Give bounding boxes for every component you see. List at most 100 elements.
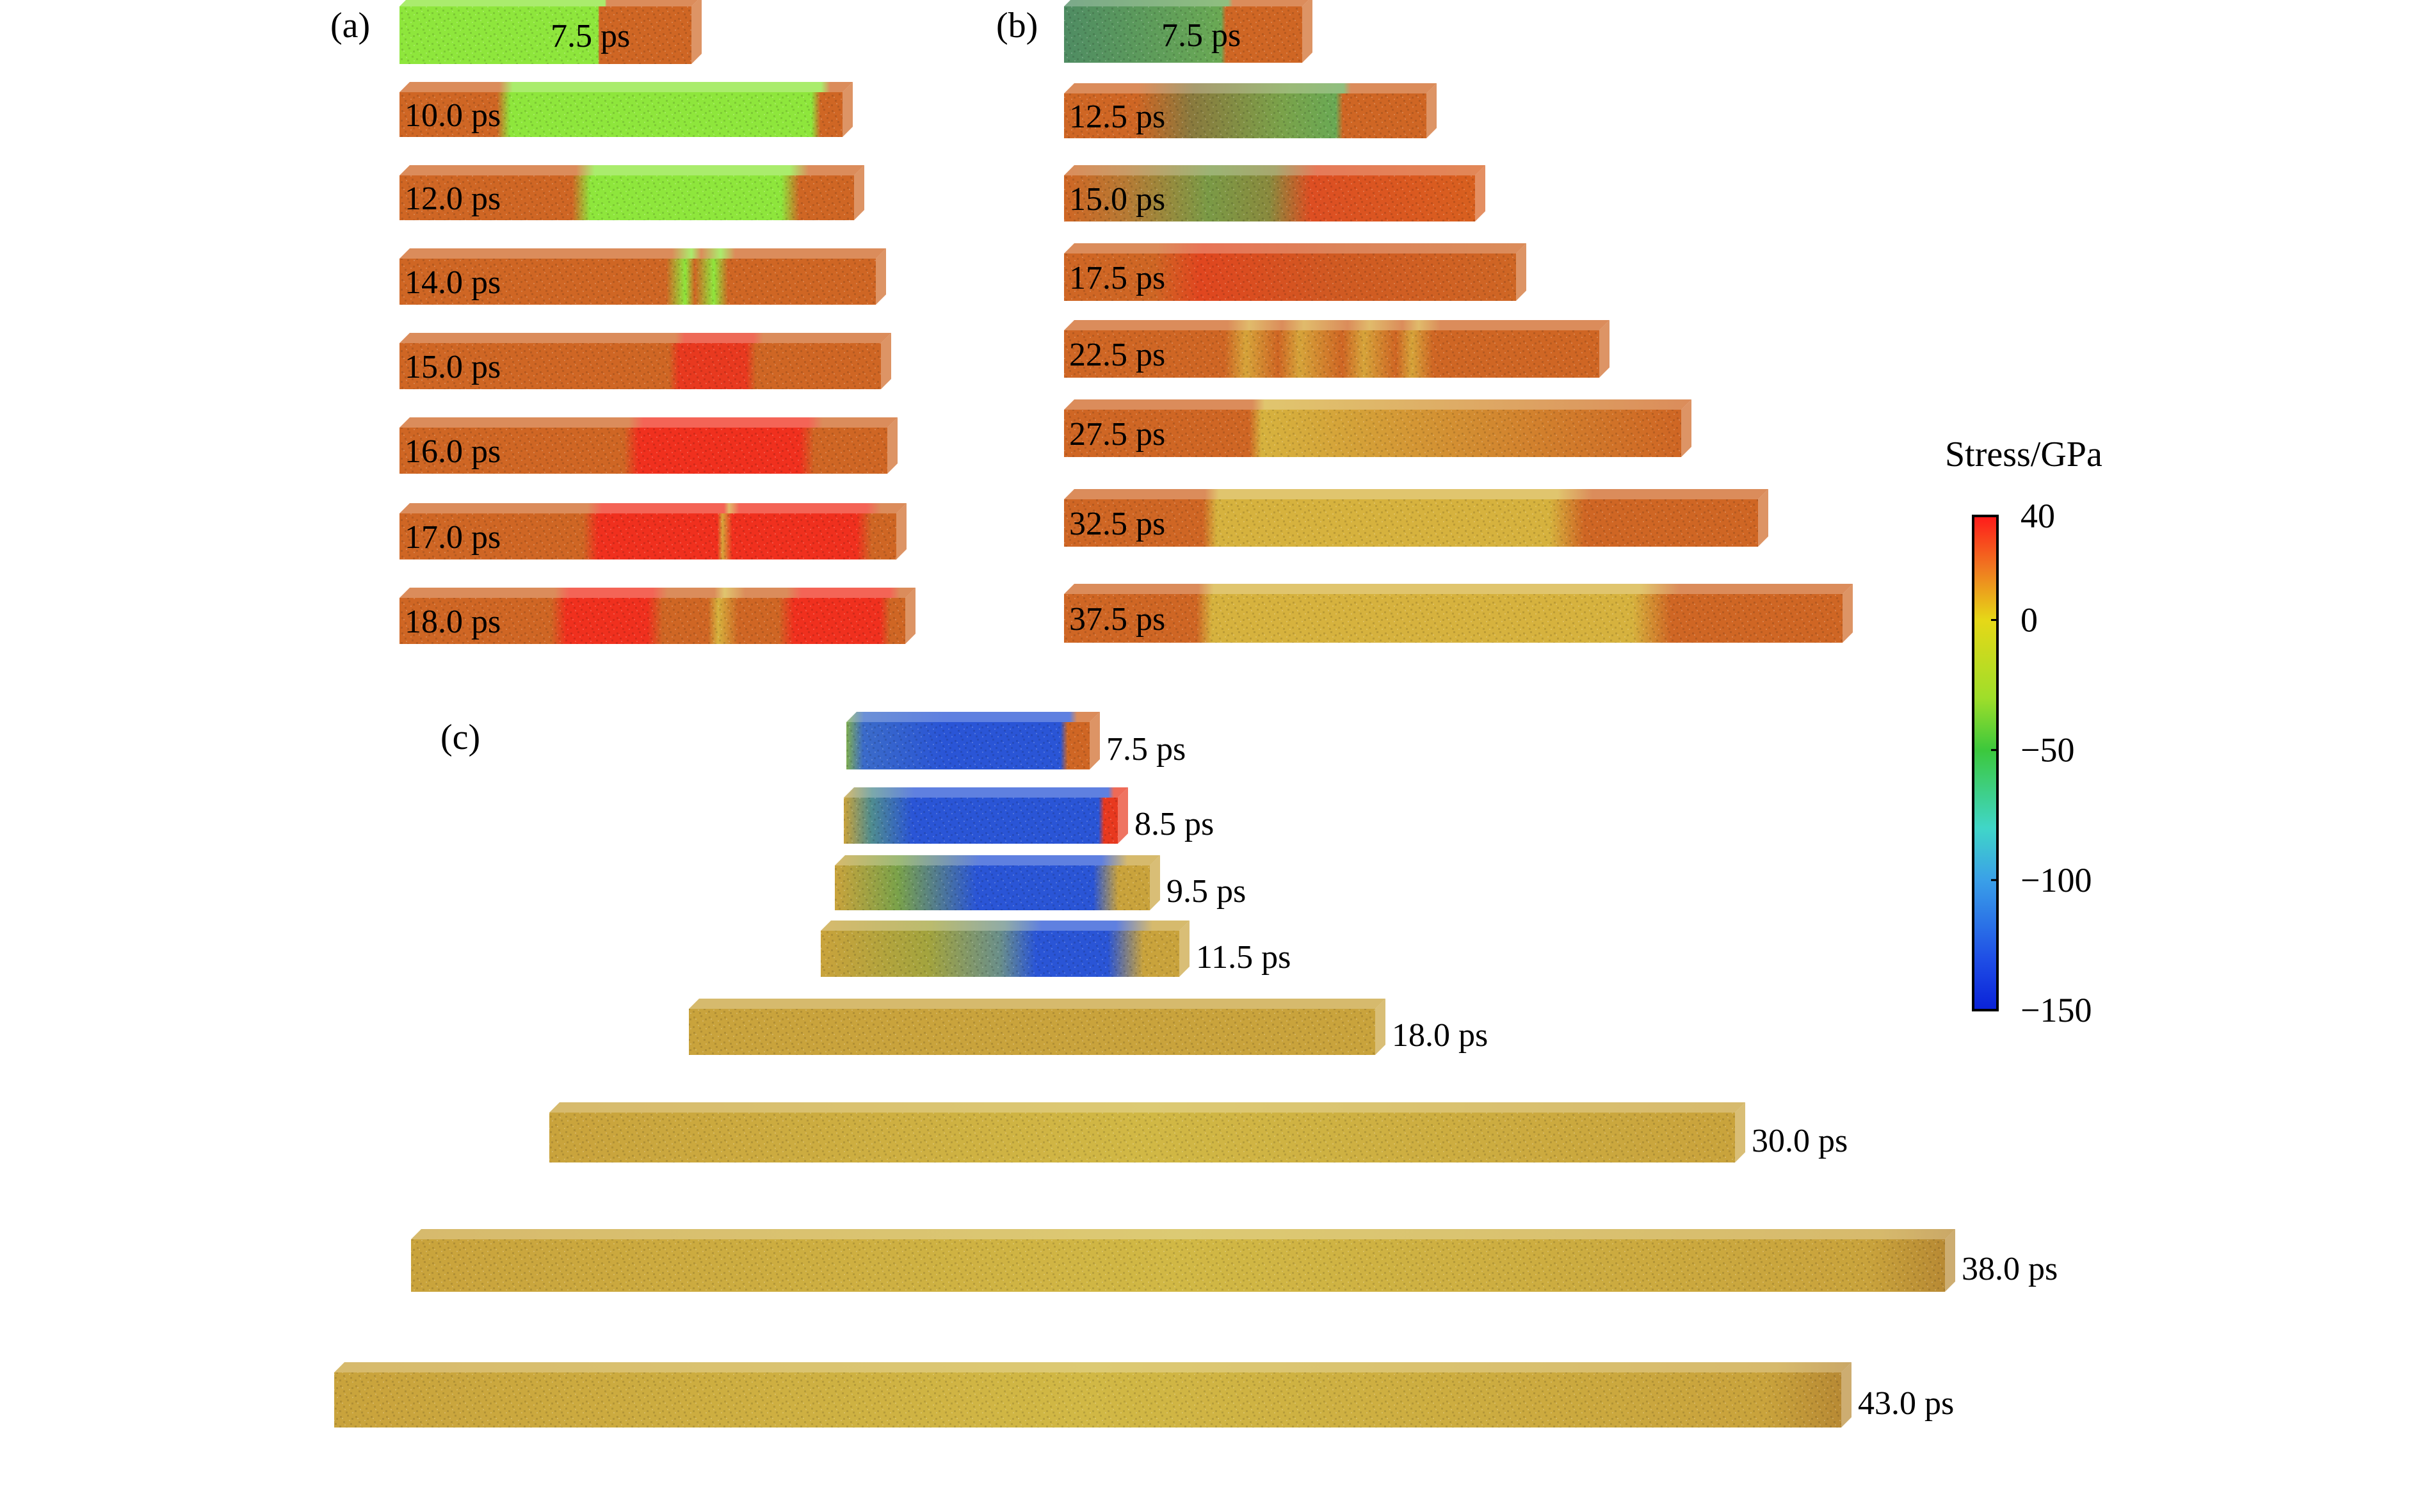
stress-bar-top-face <box>1064 584 1853 594</box>
time-label: 18.0 ps <box>405 604 501 640</box>
stress-bar-end-face <box>1150 855 1160 910</box>
stress-bar: 15.0 ps <box>1064 165 1485 221</box>
panel-c: (c) 7.5 ps 8.5 ps 9.5 ps 11.5 ps 18.0 ps 30.0… <box>334 712 2058 1428</box>
stress-bar-top-face <box>399 588 916 598</box>
stress-bar-end-face <box>1599 320 1609 378</box>
stress-bar-texture <box>1064 175 1475 221</box>
stress-bar-texture <box>1064 93 1426 138</box>
stress-bar-texture <box>1064 253 1516 301</box>
stress-bar-end-face <box>1302 0 1312 63</box>
stress-bar: 18.0 ps <box>689 999 1488 1055</box>
stress-bar-texture <box>835 865 1150 910</box>
stress-bar-texture <box>399 513 896 559</box>
stress-bar-top-face <box>1064 83 1437 93</box>
time-label: 22.5 ps <box>1069 337 1165 373</box>
stress-bar: 30.0 ps <box>549 1102 1848 1162</box>
stress-bar: 16.0 ps <box>399 417 898 474</box>
stress-bar-top-face <box>399 333 891 343</box>
stress-bar: 7.5 ps <box>846 712 1186 769</box>
colorbar-tick-label: 0 <box>2021 601 2038 639</box>
panel-c-label: (c) <box>440 718 480 757</box>
panel-b-label: (b) <box>996 6 1038 45</box>
stress-bar: 7.5 ps <box>399 0 702 64</box>
stress-bar-texture <box>549 1113 1735 1162</box>
stress-bar-texture <box>1064 330 1599 378</box>
stress-bar-end-face <box>1516 243 1526 301</box>
stress-bar-end-face <box>1426 83 1437 138</box>
stress-bar-end-face <box>1758 489 1768 547</box>
stress-bar-texture <box>399 598 905 644</box>
colorbar-title: Stress/GPa <box>1945 435 2102 474</box>
stress-bar-texture <box>399 428 887 474</box>
stress-bar: 17.0 ps <box>399 503 907 559</box>
stress-bar-top-face <box>835 855 1160 865</box>
stress-bar-texture <box>846 722 1090 769</box>
stress-bar: 38.0 ps <box>411 1229 2058 1292</box>
stress-bar-end-face <box>881 333 891 389</box>
stress-bar-end-face <box>896 503 907 559</box>
time-label: 17.0 ps <box>405 519 501 556</box>
stress-bar-end-face <box>854 165 864 220</box>
stress-bar: 14.0 ps <box>399 248 886 305</box>
stress-bar-top-face <box>689 999 1385 1009</box>
stress-bar-texture <box>399 175 854 220</box>
stress-bar-end-face <box>1118 787 1128 844</box>
stress-bar: 43.0 ps <box>334 1362 1954 1428</box>
stress-bar-end-face <box>1681 399 1691 457</box>
stress-bar-texture <box>1064 6 1302 63</box>
stress-bar-top-face <box>846 712 1100 722</box>
time-label: 38.0 ps <box>1962 1251 2058 1287</box>
colorbar-tick-label: 40 <box>2021 497 2055 535</box>
time-label: 7.5 ps <box>551 18 630 54</box>
stress-bar-top-face <box>1064 165 1485 175</box>
stress-bar: 12.5 ps <box>1064 83 1437 138</box>
colorbar-scale <box>1972 515 1999 1011</box>
colorbar-tick-label: −50 <box>2021 731 2074 769</box>
panel-a: (a) 7.5 ps 10.0 ps 12.0 ps 14.0 ps 15.0 ps 16… <box>330 0 916 644</box>
colorbar-tick-label: −150 <box>2021 991 2092 1029</box>
time-label: 17.5 ps <box>1069 260 1165 296</box>
stress-bar-end-face <box>1841 1362 1851 1428</box>
stress-bar-top-face <box>399 0 698 6</box>
stress-bar-texture <box>1064 410 1681 457</box>
stress-bar: 37.5 ps <box>1064 584 1853 643</box>
stress-bar-end-face <box>887 417 898 474</box>
stress-bar: 32.5 ps <box>1064 489 1768 547</box>
stress-bar-end-face <box>1375 999 1385 1055</box>
stress-bar: 22.5 ps <box>1064 320 1609 378</box>
colorbar-tick-label: −100 <box>2021 861 2092 899</box>
stress-bar-top-face <box>399 417 898 428</box>
stress-bar-top-face <box>399 165 864 175</box>
stress-bar-top-face <box>1064 320 1609 330</box>
stress-bar-top-face <box>1064 489 1768 499</box>
time-label: 7.5 ps <box>1161 17 1241 54</box>
stress-bar-end-face <box>1735 1102 1745 1162</box>
time-label: 37.5 ps <box>1069 601 1165 638</box>
stress-bar-top-face <box>1064 243 1526 253</box>
stress-bar-texture <box>334 1372 1841 1428</box>
time-label: 30.0 ps <box>1752 1123 1848 1159</box>
stress-bar-texture <box>689 1009 1375 1055</box>
time-label: 32.5 ps <box>1069 506 1165 542</box>
stress-bar-top-face <box>334 1362 1851 1372</box>
time-label: 10.0 ps <box>405 97 501 134</box>
stress-bar-end-face <box>1843 584 1853 643</box>
stress-bar-texture <box>399 343 881 389</box>
stress-bar-top-face <box>821 921 1190 931</box>
stress-bar-end-face <box>1090 712 1100 769</box>
stress-bar-texture <box>399 259 876 305</box>
stress-bar-top-face <box>549 1102 1745 1113</box>
stress-bar: 18.0 ps <box>399 588 916 644</box>
stress-bar: 15.0 ps <box>399 333 891 389</box>
stress-bar-end-face <box>1945 1229 1955 1292</box>
stress-bar: 7.5 ps <box>1064 0 1312 63</box>
stress-bar-texture <box>399 6 691 64</box>
stress-bar-top-face <box>399 248 886 259</box>
time-label: 12.0 ps <box>405 181 501 217</box>
time-label: 14.0 ps <box>405 264 501 301</box>
stress-bar: 17.5 ps <box>1064 243 1526 301</box>
stress-bar-texture <box>1064 594 1843 643</box>
stress-bar-texture <box>411 1239 1945 1292</box>
stress-bar: 11.5 ps <box>821 921 1291 977</box>
